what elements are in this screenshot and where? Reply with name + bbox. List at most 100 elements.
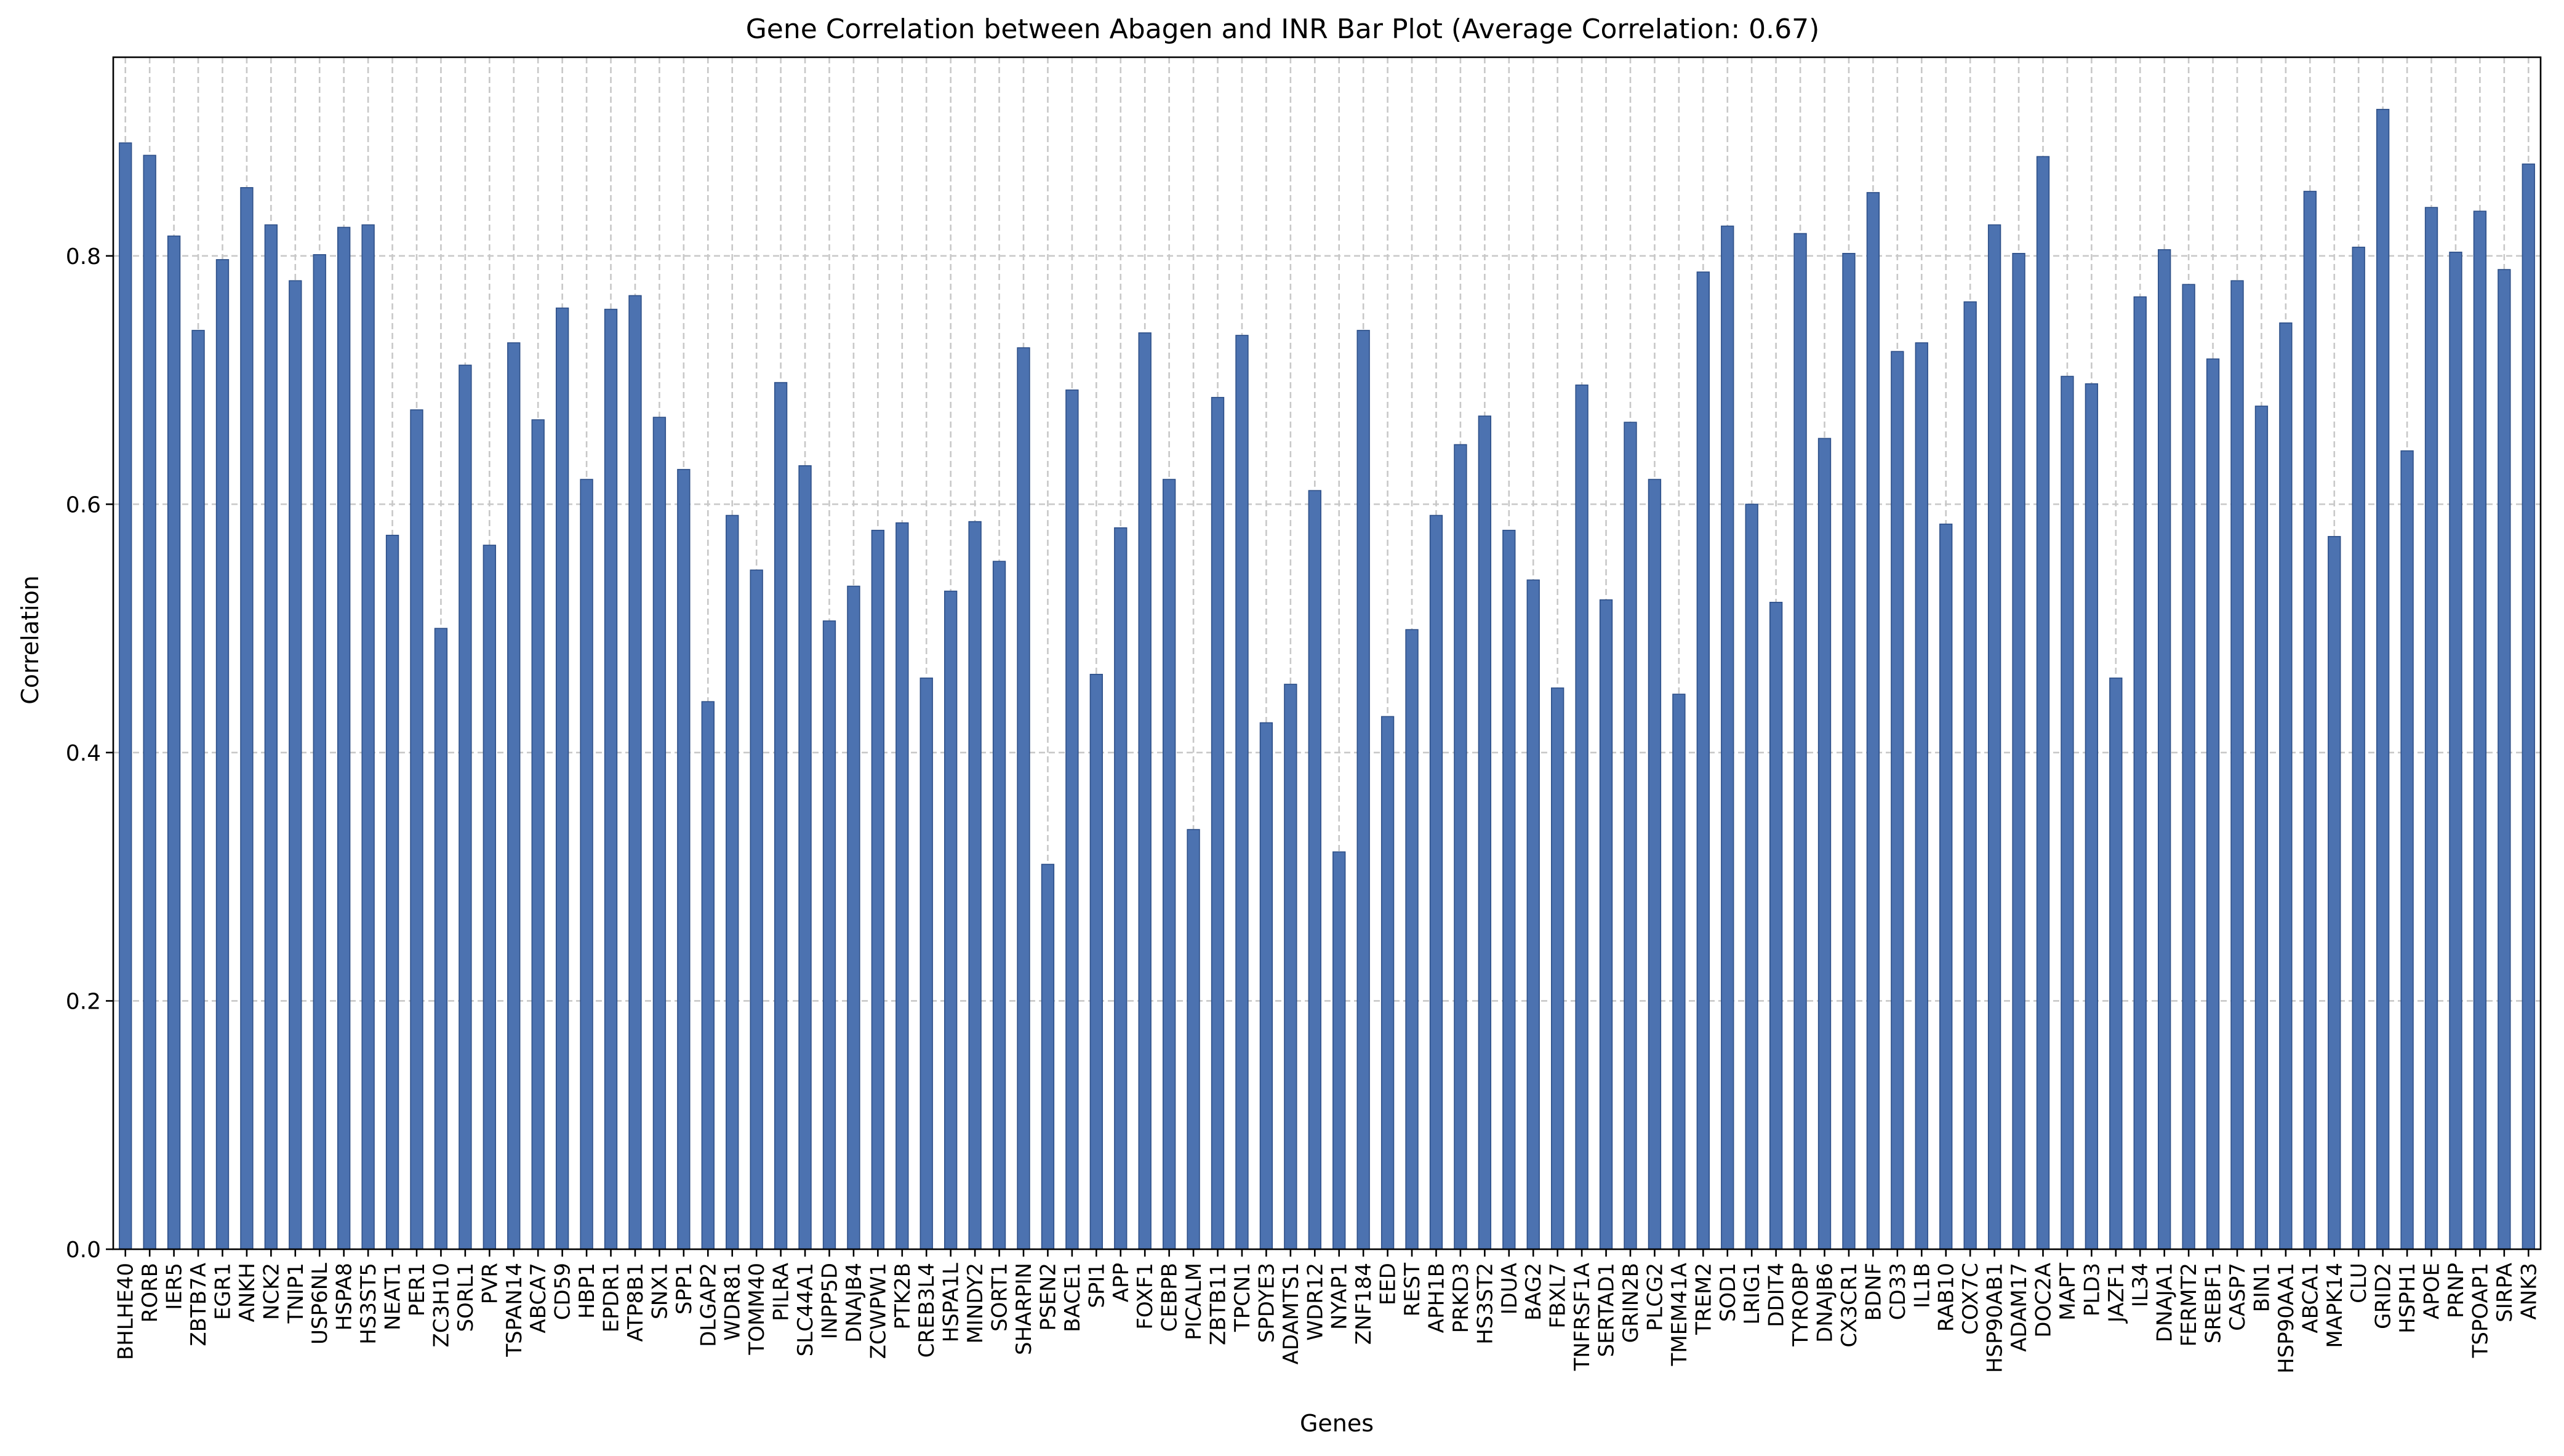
x-tick-label: HBP1 — [575, 1263, 599, 1319]
bar-tspan14 — [507, 342, 521, 1250]
bar-bace1 — [1065, 389, 1079, 1250]
x-tick-label: HS3ST5 — [356, 1263, 381, 1345]
bar-srebf1 — [2206, 358, 2220, 1250]
bar-per1 — [410, 409, 423, 1250]
bar-apoe — [2424, 207, 2438, 1250]
x-tick-label: JAZF1 — [2104, 1263, 2129, 1324]
x-tick-label: APH1B — [1424, 1263, 1449, 1333]
bar-trem2 — [1696, 271, 1710, 1250]
x-tick-label: BDNF — [1861, 1263, 1886, 1321]
bar-grin2b — [1624, 422, 1637, 1250]
bar-pilra — [774, 382, 788, 1250]
x-tick-label: IL1B — [1910, 1263, 1934, 1308]
x-tick-label: EED — [1376, 1263, 1401, 1305]
x-tick-label: TPCN1 — [1230, 1263, 1255, 1332]
bar-snx1 — [652, 417, 667, 1250]
bar-cox7c — [1963, 301, 1977, 1250]
bar-bdnf — [1866, 192, 1880, 1250]
x-tick-label: IER5 — [162, 1263, 187, 1310]
bar-tpcn1 — [1235, 335, 1249, 1250]
bar-eed — [1380, 716, 1395, 1250]
bar-zcwpw1 — [871, 529, 885, 1250]
x-tick-label: TSPOAP1 — [2468, 1263, 2493, 1358]
x-tick-label: APP — [1109, 1263, 1134, 1302]
x-tick-label: SPP1 — [672, 1263, 697, 1314]
x-tick-label: TNFRSF1A — [1570, 1263, 1595, 1371]
bar-tomm40 — [750, 569, 763, 1250]
y-tick-label: 0.4 — [66, 741, 101, 766]
bar-spdye3 — [1259, 722, 1273, 1250]
x-tick-label: SORL1 — [454, 1263, 478, 1332]
x-tick-label: SPDYE3 — [1254, 1263, 1279, 1343]
bar-egr1 — [215, 259, 230, 1250]
x-tick-label: HSPH1 — [2395, 1263, 2420, 1334]
bar-il34 — [2133, 296, 2147, 1250]
x-tick-label: DLGAP2 — [696, 1263, 721, 1347]
bar-dnajb6 — [1817, 438, 1832, 1250]
bar-hs3st2 — [1478, 415, 1492, 1250]
x-tick-label: LRIG1 — [1740, 1263, 1765, 1325]
bar-tnip1 — [289, 280, 302, 1250]
x-tick-label: TREM2 — [1691, 1263, 1716, 1335]
bar-psen2 — [1041, 863, 1055, 1250]
x-tick-label: ZBTB7A — [186, 1263, 211, 1346]
bar-inpp5d — [822, 620, 836, 1250]
bar-prkd3 — [1454, 444, 1467, 1250]
x-tick-label: HSPA8 — [332, 1263, 357, 1330]
bar-cebpb — [1162, 479, 1176, 1250]
bar-ankh — [240, 187, 254, 1250]
x-tick-label: TMEM41A — [1667, 1263, 1692, 1366]
bar-bhlhe40 — [119, 142, 132, 1250]
x-tick-label: SPI1 — [1084, 1263, 1109, 1308]
x-tick-label: USP6NL — [308, 1263, 332, 1345]
x-tick-label: BACE1 — [1060, 1263, 1085, 1332]
x-tick-label: CLU — [2347, 1263, 2371, 1303]
bar-sod1 — [1721, 225, 1734, 1250]
bar-mindy2 — [968, 521, 982, 1250]
x-tick-label: DDIT4 — [1765, 1263, 1789, 1327]
x-tick-label: RAB10 — [1934, 1263, 1959, 1332]
bar-dnaja1 — [2158, 249, 2171, 1250]
x-tick-label: ZBTB11 — [1206, 1263, 1231, 1345]
x-tick-label: TNIP1 — [284, 1263, 308, 1324]
x-tick-label: APOE — [2420, 1263, 2445, 1319]
bar-sort1 — [992, 561, 1006, 1250]
bar-neat1 — [385, 535, 399, 1250]
bar-doc2a — [2036, 156, 2050, 1250]
x-tick-label: NYAP1 — [1328, 1263, 1352, 1330]
bar-usp6nl — [313, 254, 326, 1250]
bar-plcg2 — [1648, 479, 1662, 1250]
bar-casp7 — [2230, 280, 2244, 1250]
bar-aph1b — [1429, 514, 1443, 1250]
x-tick-label: NEAT1 — [381, 1263, 406, 1330]
x-tick-label: EPDR1 — [599, 1263, 624, 1332]
grid-lines — [113, 57, 2541, 1250]
bar-cx3cr1 — [1842, 252, 1856, 1250]
x-tick-label: TSPAN14 — [502, 1263, 527, 1358]
bar-fermt2 — [2182, 284, 2195, 1250]
bar-prnp — [2449, 251, 2462, 1250]
bar-il1b — [1915, 342, 1928, 1250]
bar-hsp90aa1 — [2279, 322, 2293, 1250]
bar-zbtb7a — [191, 330, 205, 1250]
x-tick-label: INPP5D — [817, 1263, 842, 1339]
x-tick-label: MINDY2 — [963, 1263, 988, 1344]
x-tick-label: DOC2A — [2031, 1263, 2056, 1338]
bar-hspa8 — [337, 226, 351, 1250]
x-tick-label: GRID2 — [2371, 1263, 2396, 1329]
x-tick-label: ZNF184 — [1352, 1263, 1376, 1345]
bar-clu — [2352, 246, 2365, 1250]
bar-tmem41a — [1672, 694, 1686, 1250]
bar-nck2 — [264, 224, 278, 1250]
bar-abca1 — [2303, 191, 2317, 1250]
plot-frame — [112, 56, 2542, 1250]
x-tick-label: TOMM40 — [745, 1263, 769, 1355]
x-tick-label: EGR1 — [210, 1263, 235, 1320]
x-tick-label: FBXL7 — [1546, 1263, 1571, 1329]
y-tick-label: 0.8 — [66, 244, 101, 270]
bar-hs3st5 — [361, 224, 375, 1250]
y-ticks: 0.0 0.2 0.4 0.6 0.8 — [66, 244, 113, 1263]
x-tick-label: CEBPB — [1158, 1263, 1182, 1332]
x-tick-label: PILRA — [769, 1263, 794, 1321]
bars — [119, 108, 2535, 1250]
